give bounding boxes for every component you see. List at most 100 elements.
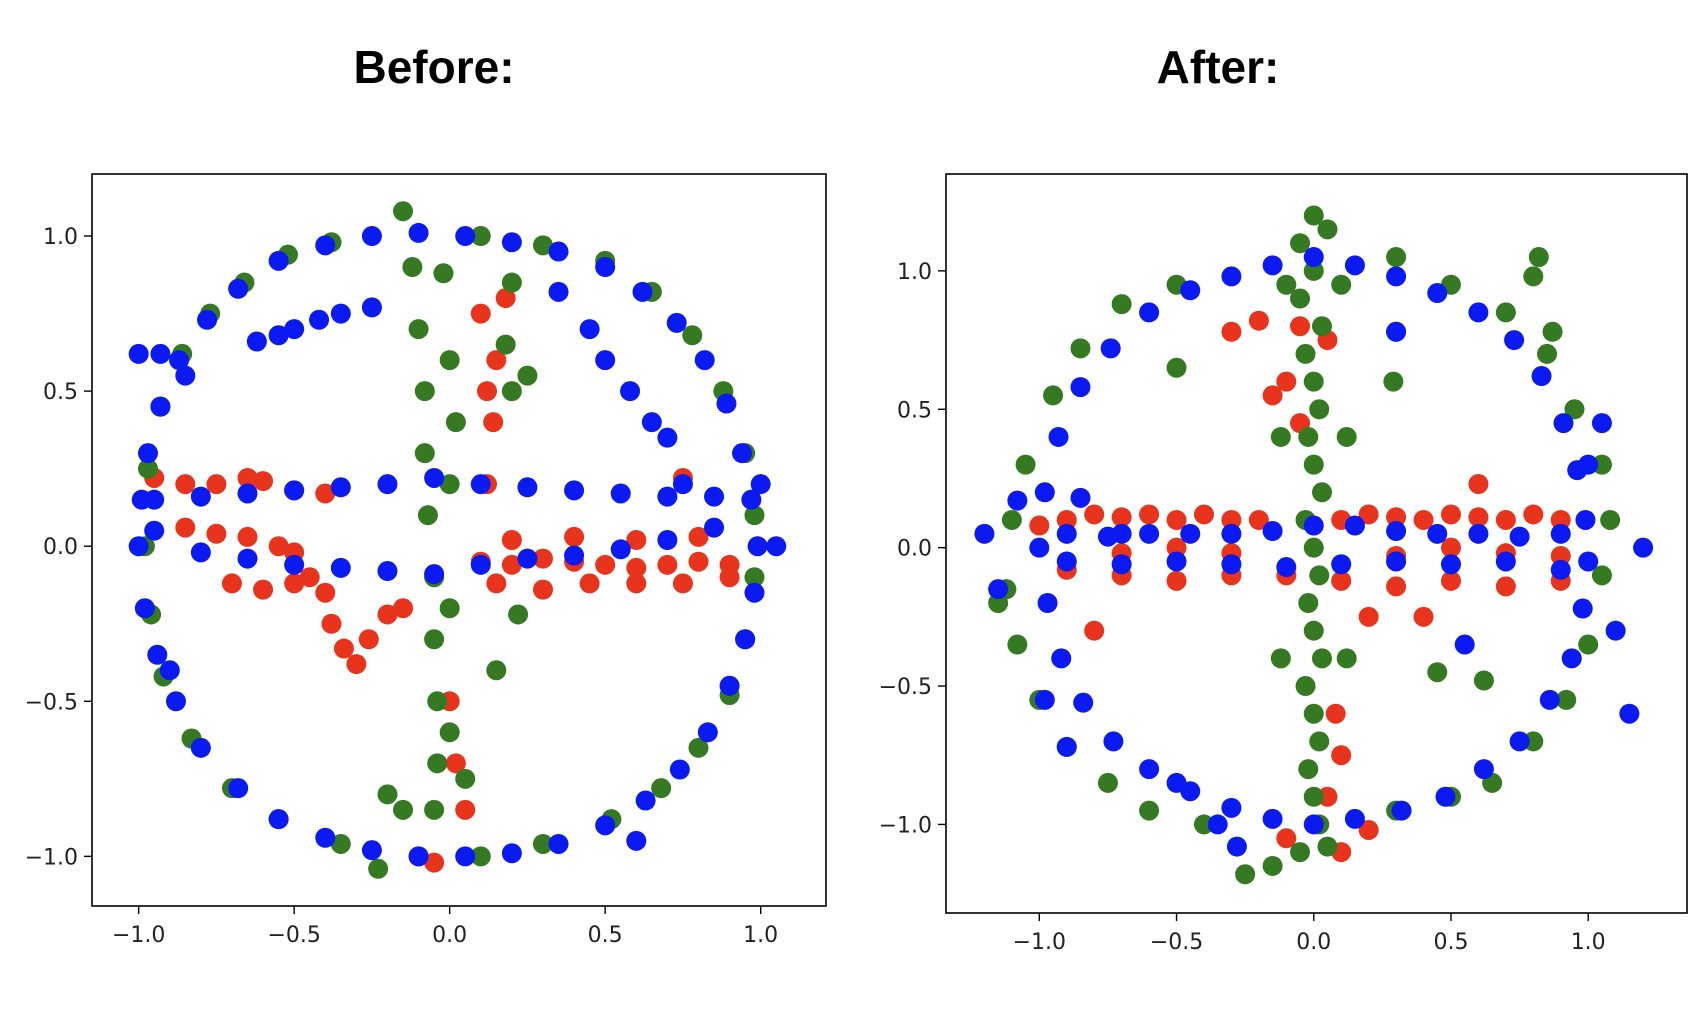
before-heading: Before: — [353, 41, 515, 93]
blue-point — [284, 554, 305, 575]
red-point — [393, 598, 414, 619]
blue-point — [150, 396, 171, 417]
red-point — [299, 567, 320, 588]
red-point — [268, 536, 289, 557]
red-point — [424, 852, 445, 873]
blue-point — [1034, 482, 1055, 503]
blue-point — [1262, 808, 1283, 829]
green-point — [1193, 814, 1214, 835]
blue-point — [697, 722, 718, 743]
green-point — [501, 272, 522, 293]
blue-point — [144, 520, 165, 541]
y-tick-label: −0.5 — [25, 690, 78, 715]
blue-point — [1166, 551, 1187, 572]
blue-point — [1207, 814, 1228, 835]
x-tick-label: −1.0 — [1013, 930, 1066, 955]
red-point — [455, 799, 476, 820]
red-point — [1386, 576, 1407, 597]
green-point — [393, 799, 414, 820]
blue-point — [1303, 515, 1324, 536]
blue-point — [610, 539, 631, 560]
blue-point — [470, 554, 491, 575]
green-point — [1578, 634, 1599, 655]
blue-point — [361, 226, 382, 247]
red-point — [532, 579, 553, 600]
green-point — [1111, 294, 1132, 315]
blue-point — [1139, 523, 1160, 544]
green-point — [1303, 703, 1324, 724]
blue-point — [1056, 551, 1077, 572]
blue-point — [1386, 266, 1407, 287]
red-point — [1166, 509, 1187, 530]
blue-point — [735, 629, 756, 650]
blue-point — [197, 309, 218, 330]
green-point — [1556, 689, 1577, 710]
red-point — [626, 573, 647, 594]
blue-point — [595, 815, 616, 836]
blue-point — [424, 564, 445, 585]
red-point — [1111, 507, 1132, 528]
scatter-points — [974, 205, 1654, 885]
green-point — [1303, 260, 1324, 281]
blue-point — [1221, 797, 1242, 818]
blue-point — [704, 517, 725, 538]
blue-point — [455, 226, 476, 247]
y-tick-label: 1.0 — [43, 225, 78, 250]
blue-point — [1262, 255, 1283, 276]
blue-point — [595, 350, 616, 371]
blue-point — [1048, 426, 1069, 447]
blue-point — [128, 536, 149, 557]
green-point — [486, 660, 507, 681]
blue-point — [1221, 523, 1242, 544]
green-point — [1290, 842, 1311, 863]
green-point — [414, 381, 435, 402]
green-point — [1298, 426, 1319, 447]
blue-point — [704, 486, 725, 507]
blue-point — [1504, 330, 1525, 351]
blue-point — [1605, 620, 1626, 641]
green-point — [1298, 593, 1319, 614]
blue-point — [666, 312, 687, 333]
blue-point — [1578, 551, 1599, 572]
blue-point — [610, 483, 631, 504]
green-point — [1290, 233, 1311, 254]
blue-point — [1427, 283, 1448, 304]
blue-point — [137, 443, 158, 464]
blue-point — [1070, 487, 1091, 508]
green-point — [1015, 454, 1036, 475]
blue-point — [1578, 454, 1599, 475]
green-point — [1001, 509, 1022, 530]
green-point — [1523, 731, 1544, 752]
green-point — [1311, 316, 1332, 337]
green-point — [414, 443, 435, 464]
green-point — [517, 365, 538, 386]
blue-point — [1221, 266, 1242, 287]
green-point — [1311, 482, 1332, 503]
blue-point — [579, 319, 600, 340]
green-point — [744, 505, 765, 526]
blue-point — [169, 350, 190, 371]
blue-point — [309, 309, 330, 330]
green-point — [1336, 648, 1357, 669]
green-point — [424, 629, 445, 650]
y-tick-label: 0.0 — [897, 537, 932, 562]
after-heading: After: — [1156, 41, 1280, 93]
blue-point — [1303, 814, 1324, 835]
blue-point — [330, 477, 351, 498]
blue-point — [641, 412, 662, 433]
axes-frame — [945, 173, 1688, 914]
green-point — [470, 226, 491, 247]
x-tick-label: 0.5 — [588, 923, 623, 948]
blue-point — [1509, 526, 1530, 547]
blue-point — [1435, 786, 1456, 807]
red-point — [206, 523, 227, 544]
red-point — [483, 412, 504, 433]
green-point — [688, 737, 709, 758]
blue-point — [1037, 593, 1058, 614]
red-point — [657, 554, 678, 575]
blue-point — [284, 319, 305, 340]
blue-point — [268, 809, 289, 830]
x-tick-label: −1.0 — [112, 923, 165, 948]
blue-point — [548, 241, 569, 262]
green-point — [1386, 247, 1407, 268]
